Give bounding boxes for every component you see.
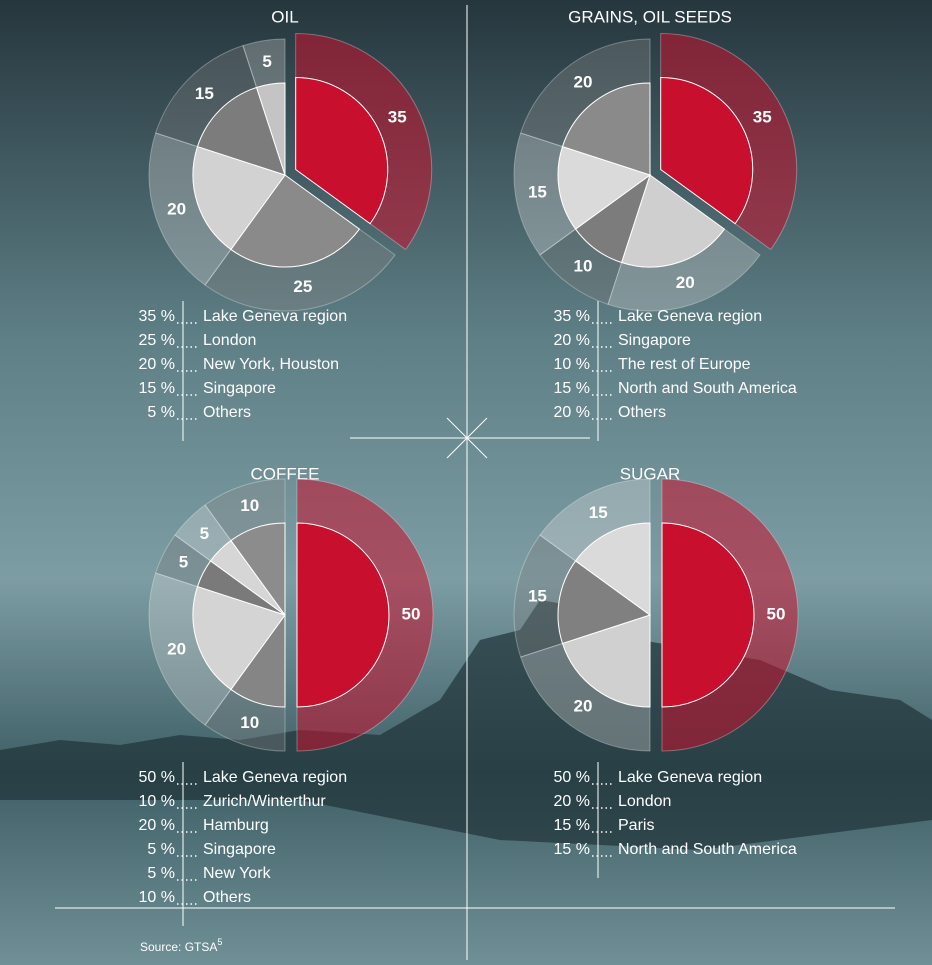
slice-label: 20 xyxy=(574,697,593,716)
legend-value: 5 % xyxy=(147,865,175,882)
legend-value: 5 % xyxy=(147,404,175,421)
pie-slice xyxy=(620,174,726,268)
pie-slice xyxy=(661,522,755,708)
legend-label: Paris xyxy=(618,817,654,834)
legend-label: Lake Geneva region xyxy=(203,308,347,325)
legend-label: Singapore xyxy=(203,380,276,397)
legend-value: 20 % xyxy=(139,356,175,373)
legend-label: Lake Geneva region xyxy=(618,769,762,786)
legend-value: 10 % xyxy=(139,889,175,906)
chart-title: OIL xyxy=(271,7,298,26)
slice-label: 5 xyxy=(179,553,188,572)
slice-label: 15 xyxy=(195,84,214,103)
slice-label: 10 xyxy=(240,496,259,515)
legend-label: North and South America xyxy=(618,841,797,858)
slice-label: 50 xyxy=(767,604,786,623)
legend-label: New York xyxy=(203,865,272,882)
slice-label: 35 xyxy=(753,107,772,126)
legend-value: 20 % xyxy=(554,793,590,810)
pie-slice xyxy=(561,82,651,176)
source-note: 5 xyxy=(217,937,222,947)
pie-slice xyxy=(192,145,286,251)
legend-label: Lake Geneva region xyxy=(618,308,762,325)
legend-value: 20 % xyxy=(139,817,175,834)
slice-label: 5 xyxy=(262,52,271,71)
source: Source: GTSA5 xyxy=(140,937,222,954)
slice-label: 20 xyxy=(676,273,695,292)
source-text: Source: GTSA xyxy=(140,940,217,954)
slice-label: 35 xyxy=(388,107,407,126)
legend-value: 50 % xyxy=(554,769,590,786)
pie-slice xyxy=(557,560,652,645)
legend-label: Singapore xyxy=(203,841,276,858)
pie-slice xyxy=(255,82,286,176)
slice-label: 25 xyxy=(293,277,312,296)
slice-label: 5 xyxy=(200,524,209,543)
legend-label: Lake Geneva region xyxy=(203,769,347,786)
legend-value: 50 % xyxy=(139,769,175,786)
legend-label: New York, Houston xyxy=(203,356,339,373)
legend-label: Others xyxy=(618,404,666,421)
pie-slice xyxy=(192,585,286,691)
slice-label: 20 xyxy=(167,640,186,659)
legend-value: 15 % xyxy=(554,841,590,858)
legend-value: 15 % xyxy=(554,380,590,397)
slice-label: 20 xyxy=(167,200,186,219)
legend-value: 25 % xyxy=(139,332,175,349)
pie-slice xyxy=(196,86,286,176)
pie-slice xyxy=(296,522,390,708)
legend-value: 10 % xyxy=(139,793,175,810)
legend-value: 20 % xyxy=(554,332,590,349)
slice-label: 10 xyxy=(240,713,259,732)
chart-title: SUGAR xyxy=(620,464,680,483)
legend-value: 15 % xyxy=(139,380,175,397)
legend-label: London xyxy=(618,793,671,810)
legend-value: 20 % xyxy=(554,404,590,421)
slice-label: 50 xyxy=(402,604,421,623)
legend-label: The rest of Europe xyxy=(618,356,751,373)
legend-label: Others xyxy=(203,404,251,421)
slice-label: 20 xyxy=(574,72,593,91)
pie-slice xyxy=(574,522,651,616)
pie-slice xyxy=(561,614,651,708)
legend-label: Singapore xyxy=(618,332,691,349)
slice-label: 15 xyxy=(589,503,608,522)
slice-label: 10 xyxy=(574,257,593,276)
legend-label: London xyxy=(203,332,256,349)
legend-value: 15 % xyxy=(554,817,590,834)
legend-value: 5 % xyxy=(147,841,175,858)
legend-label: Hamburg xyxy=(203,817,269,834)
legend-value: 35 % xyxy=(554,308,590,325)
legend-label: North and South America xyxy=(618,380,797,397)
slice-label: 15 xyxy=(528,182,547,201)
pie-slice xyxy=(557,145,652,230)
legend-value: 10 % xyxy=(554,356,590,373)
legend-label: Zurich/Winterthur xyxy=(203,793,326,810)
pie-slice xyxy=(230,174,361,268)
legend-label: Others xyxy=(203,889,251,906)
divider xyxy=(446,417,488,459)
legend-value: 35 % xyxy=(139,308,175,325)
slice-label: 15 xyxy=(528,587,547,606)
chart-title: GRAINS, OIL SEEDS xyxy=(568,7,732,26)
pie-slice xyxy=(230,522,286,617)
pie-slice xyxy=(295,77,389,225)
chart-title: COFFEE xyxy=(251,464,320,483)
pie-slice xyxy=(660,77,754,225)
